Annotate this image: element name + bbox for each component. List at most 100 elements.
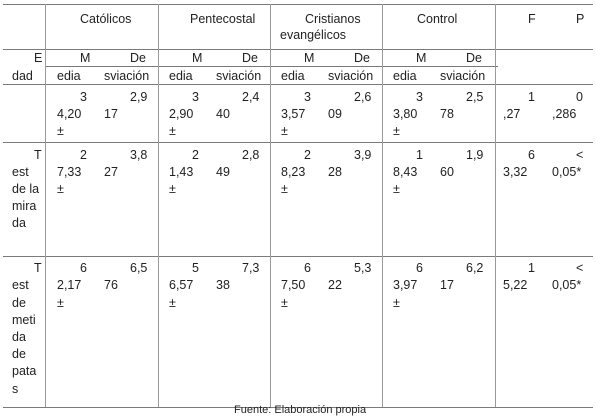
row-label: est <box>12 278 29 292</box>
cell-p: 0 <box>576 90 583 104</box>
cell-sd-top: 2,8 <box>242 148 260 162</box>
subheader-mean: edia <box>281 69 305 83</box>
stat-header-p: P <box>576 12 585 26</box>
vrule <box>158 4 159 407</box>
rule-row1 <box>3 142 593 143</box>
vrule <box>45 4 46 407</box>
subheader-sd: De <box>354 51 370 65</box>
subheader-mean: edia <box>169 69 193 83</box>
cell-pm: ± <box>281 296 288 310</box>
row-label: T <box>34 261 42 275</box>
cell-pm: ± <box>57 182 64 196</box>
stat-header-f: F <box>528 12 536 26</box>
cell-sd-top: 1,9 <box>466 148 484 162</box>
cell-mean: 3,57 <box>281 107 306 121</box>
cell-f: 6 <box>528 148 535 162</box>
cell-sd-top: 3,8 <box>130 148 148 162</box>
cell-pm: ± <box>169 296 176 310</box>
cell-sd: 49 <box>216 165 230 179</box>
cell-mean: 3,80 <box>393 107 418 121</box>
cell-mean: 8,23 <box>281 165 306 179</box>
cell-sd-top: 6,2 <box>466 261 484 275</box>
vrule <box>270 4 271 407</box>
subheader-sd: sviación <box>440 69 486 83</box>
cell-sd-top: 2,4 <box>242 90 260 104</box>
cell-sd: 38 <box>216 278 230 292</box>
row-label-head: E <box>34 51 43 65</box>
cell-mean: 4,20 <box>57 107 82 121</box>
cell-sd: 09 <box>328 107 342 121</box>
row-label: s <box>12 382 19 396</box>
group-header-cristianos: Cristianos <box>305 12 361 26</box>
cell-mean-top: 3 <box>416 90 423 104</box>
cell-mean: 1,43 <box>169 165 194 179</box>
cell-sd-top: 7,3 <box>242 261 260 275</box>
rule-header <box>3 49 593 50</box>
rule-body-top <box>3 84 593 85</box>
subheader-mean: M <box>80 51 91 65</box>
subheader-sd: De <box>242 51 258 65</box>
rule-subheader <box>45 66 498 67</box>
row-label-head: dad <box>12 69 33 83</box>
cell-mean-top: 6 <box>304 261 311 275</box>
cell-mean-top: 3 <box>192 90 199 104</box>
cell-pm: ± <box>169 124 176 138</box>
cell-sd: 76 <box>104 278 118 292</box>
row-label: pata <box>12 364 37 378</box>
cell-sd: 28 <box>328 165 342 179</box>
cell-mean-top: 2 <box>304 148 311 162</box>
subheader-sd: sviación <box>104 69 150 83</box>
cell-pm: ± <box>393 124 400 138</box>
cell-p: 0,05* <box>552 165 582 179</box>
cell-sd-top: 6,5 <box>130 261 148 275</box>
subheader-mean: M <box>304 51 315 65</box>
cell-f: 5,22 <box>503 278 528 292</box>
cell-p: < <box>576 261 584 275</box>
row-label: da <box>12 216 26 230</box>
subheader-sd: sviación <box>328 69 374 83</box>
row-label: de <box>12 296 26 310</box>
vrule <box>495 4 496 407</box>
group-header-pentecostal: Pentecostal <box>190 12 256 26</box>
group-header-control: Control <box>417 12 458 26</box>
row-label: T <box>34 148 42 162</box>
cell-pm: ± <box>57 296 64 310</box>
rule-row2 <box>3 256 593 257</box>
cell-pm: ± <box>281 124 288 138</box>
cell-sd: 60 <box>440 165 454 179</box>
row-label: mira <box>12 199 37 213</box>
cell-sd: 17 <box>440 278 454 292</box>
subheader-mean: M <box>416 51 427 65</box>
cell-mean-top: 2 <box>192 148 199 162</box>
subheader-sd: sviación <box>216 69 262 83</box>
cell-pm: ± <box>169 182 176 196</box>
subheader-mean: edia <box>57 69 81 83</box>
cell-f: 1 <box>528 90 535 104</box>
cell-sd-top: 5,3 <box>354 261 372 275</box>
cell-f: ,27 <box>503 107 521 121</box>
cell-mean: 6,57 <box>169 278 194 292</box>
cell-mean-top: 3 <box>80 90 87 104</box>
cell-p: 0,05* <box>552 278 582 292</box>
cell-f: 1 <box>528 261 535 275</box>
cell-mean: 2,17 <box>57 278 82 292</box>
cell-sd: 17 <box>104 107 118 121</box>
subheader-mean: M <box>192 51 203 65</box>
cell-pm: ± <box>393 182 400 196</box>
cell-p: < <box>576 148 584 162</box>
row-label: da <box>12 330 26 344</box>
row-label: de la <box>12 182 40 196</box>
cell-p: ,286 <box>552 107 577 121</box>
subheader-sd: De <box>466 51 482 65</box>
cell-f: 3,32 <box>503 165 528 179</box>
cell-mean: 8,43 <box>393 165 418 179</box>
cell-mean: 7,50 <box>281 278 306 292</box>
cell-sd: 27 <box>104 165 118 179</box>
cell-mean-top: 6 <box>80 261 87 275</box>
vrule <box>382 4 383 407</box>
rule-top <box>3 4 593 5</box>
cell-sd-top: 2,9 <box>130 90 148 104</box>
subheader-mean: edia <box>393 69 417 83</box>
cell-mean: 2,90 <box>169 107 194 121</box>
cell-mean: 3,97 <box>393 278 418 292</box>
